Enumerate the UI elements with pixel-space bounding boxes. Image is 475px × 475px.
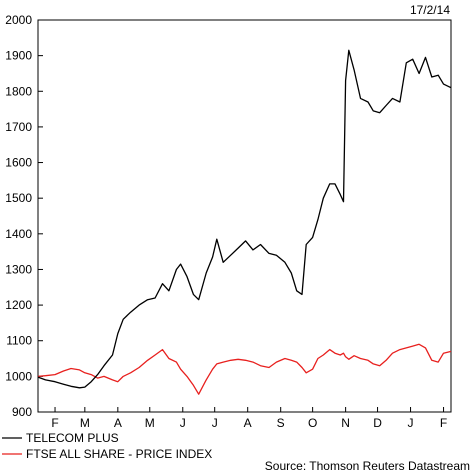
x-tick-label: J <box>408 416 414 430</box>
x-tick-label: F <box>51 416 58 430</box>
y-tick-label: 1700 <box>5 120 32 134</box>
series-layer <box>37 49 452 395</box>
x-tick-label: J <box>180 416 186 430</box>
y-tick-label: 1300 <box>5 262 32 276</box>
x-tick-label: S <box>277 416 285 430</box>
legend-label: TELECOM PLUS <box>26 431 119 445</box>
y-tick-label: 1400 <box>5 227 32 241</box>
y-tick-label: 2000 <box>5 13 32 27</box>
x-tick-label: N <box>341 416 350 430</box>
y-tick-label: 900 <box>12 405 32 419</box>
legend: TELECOM PLUS FTSE ALL SHARE - PRICE INDEX <box>2 431 212 461</box>
y-tick-label: 1000 <box>5 369 32 383</box>
x-tick-label: F <box>440 416 447 430</box>
y-axis: 900 1000 1100 1200 1300 1400 1500 1600 1700 1800 1… <box>5 13 43 419</box>
x-tick-label: M <box>145 416 155 430</box>
x-tick-label: O <box>308 416 317 430</box>
x-tick-label: A <box>244 416 252 430</box>
plot-frame <box>37 19 452 413</box>
y-tick-label: 1800 <box>5 84 32 98</box>
series-line-telecom-plus <box>37 49 452 389</box>
y-tick-label: 1500 <box>5 191 32 205</box>
legend-label: FTSE ALL SHARE - PRICE INDEX <box>26 447 212 461</box>
source-note: Source: Thomson Reuters Datastream <box>265 459 470 473</box>
y-tick-label: 1200 <box>5 298 32 312</box>
x-tick-label: J <box>212 416 218 430</box>
chart-date-label: 17/2/14 <box>410 3 450 17</box>
series-line-ftse-all-share <box>37 343 452 395</box>
y-tick-label: 1100 <box>6 334 32 348</box>
y-tick-label: 1600 <box>5 156 32 170</box>
y-tick-label: 1900 <box>5 49 32 63</box>
x-tick-label: D <box>373 416 382 430</box>
x-tick-label: A <box>114 416 122 430</box>
x-tick-label: M <box>80 416 90 430</box>
